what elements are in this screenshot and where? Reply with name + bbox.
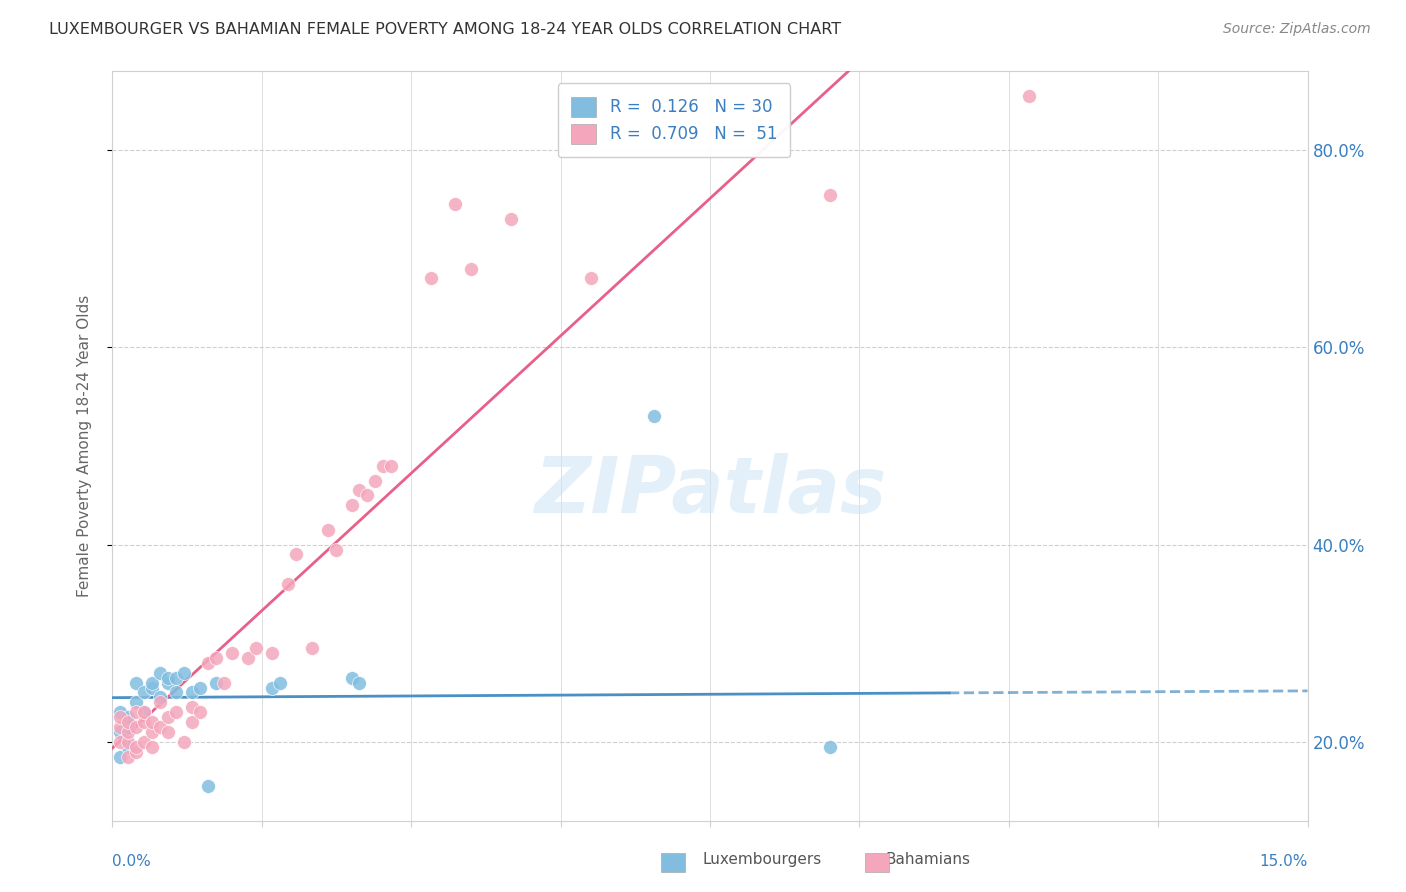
Point — [1018, 89, 1040, 103]
Point — [340, 671, 363, 685]
Point — [110, 725, 132, 739]
Point — [125, 675, 148, 690]
Text: Bahamians: Bahamians — [886, 852, 970, 867]
Point — [165, 685, 187, 699]
Point — [349, 483, 371, 498]
Point — [110, 735, 132, 749]
Point — [134, 705, 156, 719]
Point — [380, 458, 402, 473]
Point — [117, 739, 139, 754]
Point — [260, 681, 283, 695]
Y-axis label: Female Poverty Among 18-24 Year Olds: Female Poverty Among 18-24 Year Olds — [77, 295, 91, 597]
Point — [117, 735, 139, 749]
Point — [188, 705, 211, 719]
Point — [373, 458, 395, 473]
Point — [340, 498, 363, 512]
Point — [205, 651, 228, 665]
Point — [125, 705, 148, 719]
Point — [260, 646, 283, 660]
Point — [221, 646, 243, 660]
Point — [579, 271, 602, 285]
Point — [205, 675, 228, 690]
Point — [325, 542, 347, 557]
Point — [938, 833, 960, 847]
Point — [165, 671, 187, 685]
Point — [149, 720, 172, 734]
Point — [269, 675, 291, 690]
Text: ZIPatlas: ZIPatlas — [534, 453, 886, 529]
Text: LUXEMBOURGER VS BAHAMIAN FEMALE POVERTY AMONG 18-24 YEAR OLDS CORRELATION CHART: LUXEMBOURGER VS BAHAMIAN FEMALE POVERTY … — [49, 22, 841, 37]
Point — [212, 675, 235, 690]
Point — [149, 695, 172, 709]
Point — [157, 725, 180, 739]
Point — [301, 641, 323, 656]
Point — [181, 714, 204, 729]
Point — [134, 735, 156, 749]
Point — [181, 685, 204, 699]
Point — [110, 720, 132, 734]
Point — [125, 745, 148, 759]
Point — [460, 261, 482, 276]
Point — [117, 725, 139, 739]
Point — [157, 671, 180, 685]
Point — [141, 739, 163, 754]
Point — [117, 714, 139, 729]
Point — [236, 651, 259, 665]
Point — [277, 577, 299, 591]
Text: Luxembourgers: Luxembourgers — [703, 852, 823, 867]
Point — [134, 714, 156, 729]
Point — [157, 710, 180, 724]
Point — [134, 705, 156, 719]
Point — [349, 675, 371, 690]
Point — [149, 665, 172, 680]
Point — [141, 714, 163, 729]
Point — [125, 739, 148, 754]
Point — [818, 187, 841, 202]
Point — [141, 725, 163, 739]
Point — [141, 675, 163, 690]
Point — [165, 705, 187, 719]
Point — [364, 474, 387, 488]
Point — [818, 739, 841, 754]
Point — [125, 695, 148, 709]
Point — [356, 488, 378, 502]
Point — [149, 690, 172, 705]
Point — [125, 720, 148, 734]
Text: Source: ZipAtlas.com: Source: ZipAtlas.com — [1223, 22, 1371, 37]
Point — [110, 710, 132, 724]
Point — [188, 681, 211, 695]
Point — [284, 548, 307, 562]
Point — [181, 700, 204, 714]
Point — [444, 197, 467, 211]
Point — [110, 749, 132, 764]
Point — [197, 656, 219, 670]
Point — [117, 710, 139, 724]
Point — [134, 685, 156, 699]
Point — [316, 523, 339, 537]
Point — [117, 720, 139, 734]
Point — [157, 675, 180, 690]
Legend: R =  0.126   N = 30, R =  0.709   N =  51: R = 0.126 N = 30, R = 0.709 N = 51 — [558, 84, 790, 158]
Point — [141, 681, 163, 695]
Point — [197, 779, 219, 793]
Point — [173, 735, 195, 749]
Point — [420, 271, 443, 285]
Text: 15.0%: 15.0% — [1260, 855, 1308, 870]
Point — [117, 749, 139, 764]
Point — [245, 641, 267, 656]
Point — [110, 705, 132, 719]
Point — [643, 409, 665, 424]
Text: 0.0%: 0.0% — [112, 855, 152, 870]
Point — [173, 665, 195, 680]
Point — [499, 212, 522, 227]
